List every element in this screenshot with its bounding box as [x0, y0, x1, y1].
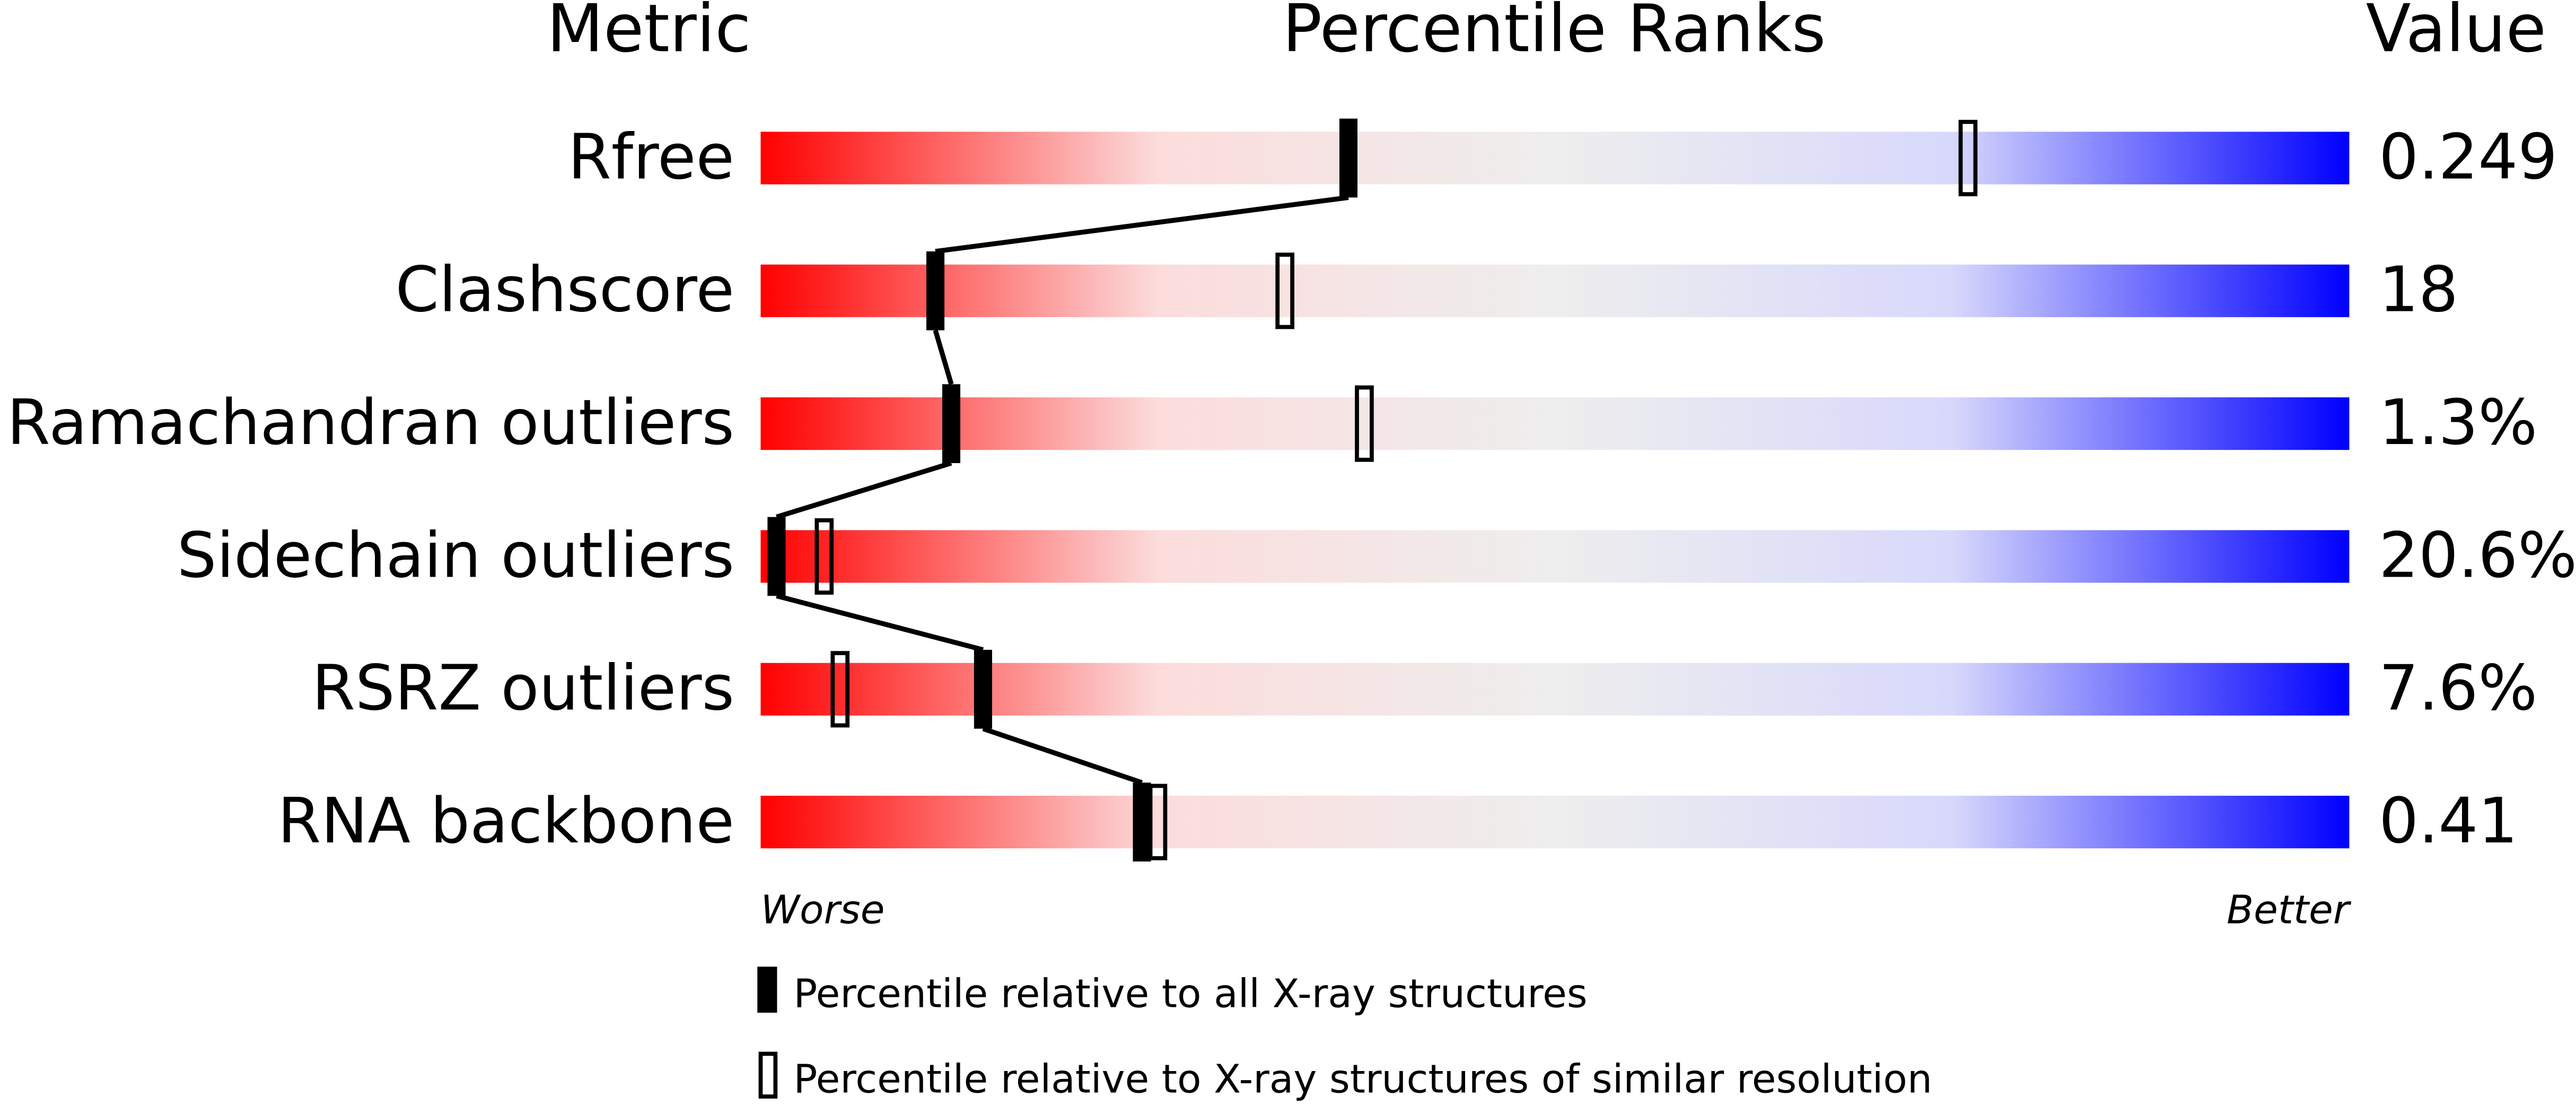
metric-label: Ramachandran outliers [7, 386, 734, 459]
percentile-marker-similar [1275, 253, 1294, 329]
metric-label: Sidechain outliers [177, 519, 734, 591]
connector-line [933, 329, 954, 385]
metric-value: 7.6% [2379, 652, 2537, 725]
percentile-bar [760, 530, 2350, 583]
percentile-marker-similar [1148, 784, 1168, 860]
better-label: Better [2227, 887, 2352, 933]
percentile-marker-similar [1958, 119, 1978, 196]
legend-swatch [758, 1051, 778, 1099]
metric-value: 18 [2379, 254, 2458, 326]
metric-value: 0.249 [2379, 120, 2557, 193]
percentile-marker-similar [814, 518, 834, 595]
legend-label: Percentile relative to all X-ray structu… [793, 971, 1587, 1017]
worse-label: Worse [760, 887, 884, 933]
percentile-bar [760, 397, 2350, 450]
metric-header: Metric [547, 0, 751, 67]
percentile-marker-similar [1355, 385, 1374, 462]
percentile-bar [760, 796, 2350, 849]
connector-line [935, 195, 1349, 254]
metric-value: 1.3% [2379, 386, 2537, 459]
legend-swatch [757, 967, 777, 1013]
metric-label: RSRZ outliers [312, 652, 734, 725]
connector-line [776, 460, 952, 520]
value-header: Value [2366, 0, 2546, 67]
percentile-marker-all [767, 517, 786, 596]
metric-value: 20.6% [2379, 519, 2576, 591]
legend-label: Percentile relative to X-ray structures … [793, 1056, 1932, 1102]
percentile-bar [760, 264, 2350, 317]
connector-line [776, 593, 984, 652]
percentile-marker-all [974, 649, 992, 729]
metric-value: 0.41 [2379, 785, 2518, 857]
metric-label: RNA backbone [278, 785, 734, 857]
connector-line [982, 726, 1143, 785]
percentile-marker-all [942, 384, 961, 463]
percentile-marker-similar [830, 651, 850, 728]
metric-label: Clashscore [396, 254, 734, 326]
percentile-marker-all [926, 251, 945, 330]
metric-label: Rfree [568, 120, 734, 193]
chart-title: Percentile Ranks [1282, 0, 1826, 67]
percentile-marker-all [1339, 118, 1358, 198]
percentile-bar [760, 663, 2350, 716]
percentile-bar [760, 132, 2350, 185]
percentile-marker-all [1133, 782, 1151, 862]
